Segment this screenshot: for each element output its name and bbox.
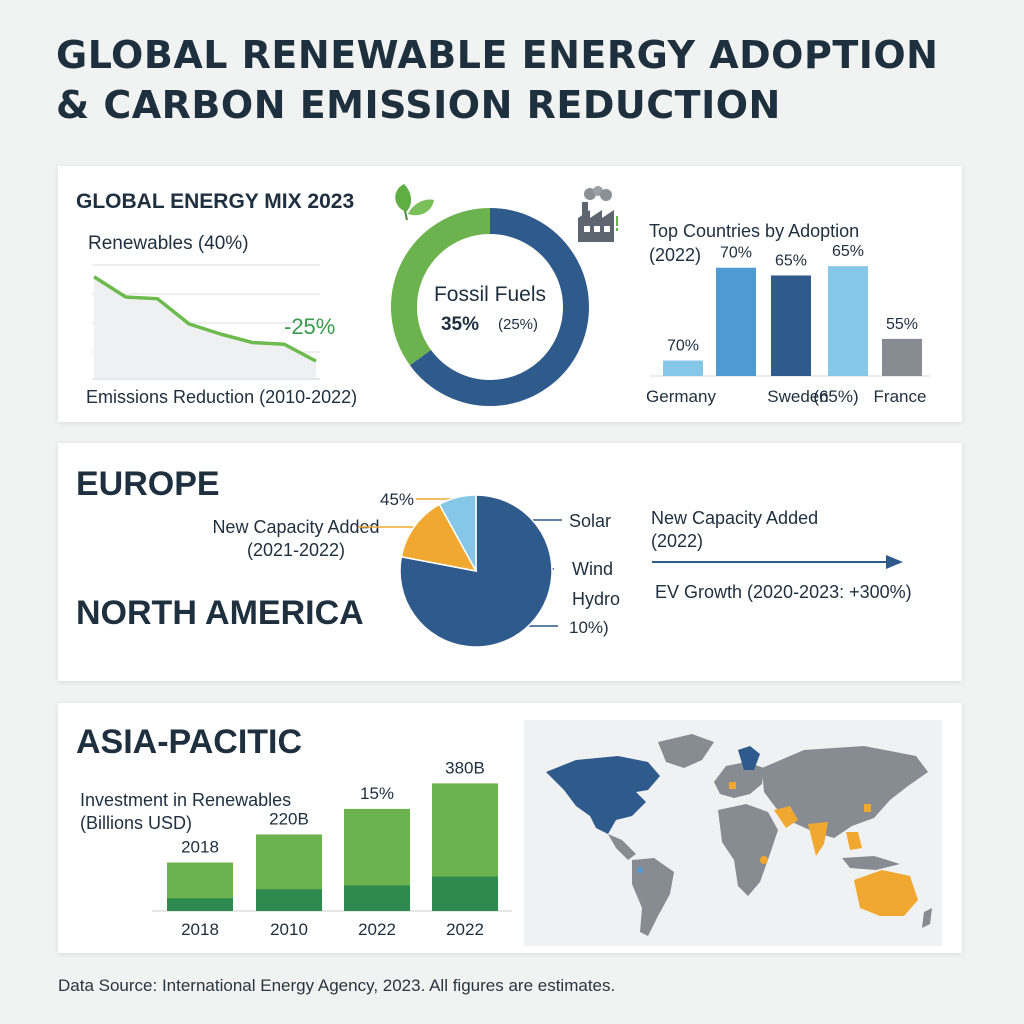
energy-mix-panel: GLOBAL ENERGY MIX 2023 Renewables (40%) …: [58, 166, 962, 422]
map-middle-east: [774, 806, 798, 828]
map-southeast-asia: [846, 832, 862, 850]
country-bar-value: 55%: [886, 316, 918, 333]
map-marker-east-asia: [864, 804, 871, 812]
legend-solar: Solar: [569, 511, 611, 531]
asia-heading: ASIA-PACITIC: [76, 723, 302, 761]
map-marker-africa: [760, 856, 768, 864]
asia-pacific-panel: ASIA-PACITIC Investment in Renewables (B…: [58, 703, 962, 953]
investment-bar-lower: [432, 876, 498, 911]
donut-slice-renewables-blue: [409, 208, 589, 406]
right-capacity-line2: (2022): [651, 531, 703, 551]
energy-mix-donut: [391, 208, 589, 406]
investment-year-label: 2022: [358, 920, 396, 939]
investment-bar-chart: 2018 2018 220B 2010 15% 2022 380B 2022: [152, 758, 512, 939]
energy-mix-graphics: GLOBAL ENERGY MIX 2023 Renewables (40%) …: [76, 184, 930, 407]
map-greenland: [658, 734, 714, 768]
map-north-america: [546, 756, 660, 834]
capacity-pie-slice: [399, 494, 553, 648]
line-chart-area: [94, 276, 316, 378]
arrow-right-icon: [652, 555, 903, 569]
country-category-label: France: [874, 387, 927, 406]
right-capacity-line1: New Capacity Added: [651, 508, 818, 528]
capacity-pie-slice: [438, 494, 477, 572]
country-bar: [716, 267, 756, 376]
map-australia: [854, 870, 918, 916]
map-indonesia: [842, 856, 900, 870]
change-label: -25%: [284, 314, 335, 339]
pie-percent-label: 45%: [380, 490, 414, 509]
countries-bar-chart: 70% Germany 70% 65% Sweden 65% (65%) 55% France: [646, 243, 930, 406]
country-bar-value: 65%: [832, 243, 864, 260]
investment-bar-value: 15%: [360, 784, 394, 803]
country-bar: [882, 338, 922, 376]
country-category-label: Germany: [646, 387, 716, 406]
footer-source: Data Source: International Energy Agency…: [58, 976, 616, 995]
page-title: GLOBAL RENEWABLE ENERGY ADOPTION & CARBO…: [56, 30, 939, 130]
investment-year-label: 2022: [446, 920, 484, 939]
investment-year-label: 2010: [270, 920, 308, 939]
capacity-label-line1: New Capacity Added: [212, 517, 379, 537]
title-line-2: & CARBON EMISSION REDUCTION: [56, 83, 781, 127]
legend-hydro: Hydro: [572, 589, 620, 609]
capacity-pie-slice: [400, 503, 478, 573]
europe-heading: EUROPE: [76, 465, 220, 503]
map-new-zealand: [922, 908, 932, 928]
country-bar: [828, 266, 868, 376]
line-chart-x-label: Emissions Reduction (2010-2022): [86, 387, 357, 407]
countries-title-line1: Top Countries by Adoption: [649, 221, 859, 241]
investment-bar-value: 2018: [181, 838, 219, 857]
legend-percent: 10%): [569, 618, 609, 637]
regions-graphics: EUROPE NORTH AMERICA New Capacity Added …: [76, 465, 912, 648]
factory-icon: [578, 186, 618, 242]
asia-graphics: ASIA-PACITIC Investment in Renewables (B…: [76, 720, 942, 946]
title-line-1: GLOBAL RENEWABLE ENERGY ADOPTION: [56, 33, 939, 77]
energy-mix-heading: GLOBAL ENERGY MIX 2023: [76, 190, 354, 213]
donut-label-extra: (25%): [498, 316, 538, 333]
investment-bar-lower: [167, 898, 233, 911]
investment-year-label: 2018: [181, 920, 219, 939]
capacity-label-line2: (2021-2022): [247, 540, 345, 560]
investment-bar-lower: [256, 889, 322, 911]
north-america-heading: NORTH AMERICA: [76, 594, 364, 632]
legend-wind: Wind: [572, 559, 613, 579]
investment-label-line2: (Billions USD): [80, 813, 192, 833]
country-bar-value: 65%: [775, 252, 807, 269]
investment-bar-value: 220B: [269, 809, 309, 828]
donut-label-value: 35%: [441, 314, 479, 335]
line-chart-series: [93, 275, 317, 363]
country-bar-value: 70%: [720, 245, 752, 262]
investment-bar-lower: [344, 885, 410, 911]
ev-growth-label: EV Growth (2020-2023: +300%): [655, 582, 912, 602]
capacity-pie-chart: [399, 494, 553, 648]
map-marker-south-america: [637, 867, 643, 873]
country-bar-value: 70%: [667, 338, 699, 355]
donut-slice-green: [391, 208, 491, 366]
world-map: [524, 720, 942, 946]
map-central-america: [608, 834, 636, 860]
map-south-america: [632, 858, 674, 936]
investment-bar-value: 380B: [445, 758, 485, 777]
country-category-label: Sweden: [767, 387, 828, 406]
leaf-icon: [395, 184, 434, 221]
country-bar: [771, 275, 811, 376]
country-bar: [663, 360, 703, 376]
investment-label-line1: Investment in Renewables: [80, 790, 291, 810]
map-europe: [714, 762, 764, 798]
countries-title-line2: (2022): [649, 245, 701, 265]
donut-label-top: Fossil Fuels: [434, 283, 546, 306]
map-scandinavia: [738, 746, 760, 770]
regions-panel: EUROPE NORTH AMERICA New Capacity Added …: [58, 443, 962, 681]
line-chart-label: Renewables (40%): [88, 233, 249, 254]
map-africa: [718, 804, 778, 896]
country-category-label: (65%): [813, 387, 858, 406]
map-marker-europe: [729, 782, 736, 789]
map-asia: [762, 746, 928, 838]
map-india: [808, 822, 828, 856]
